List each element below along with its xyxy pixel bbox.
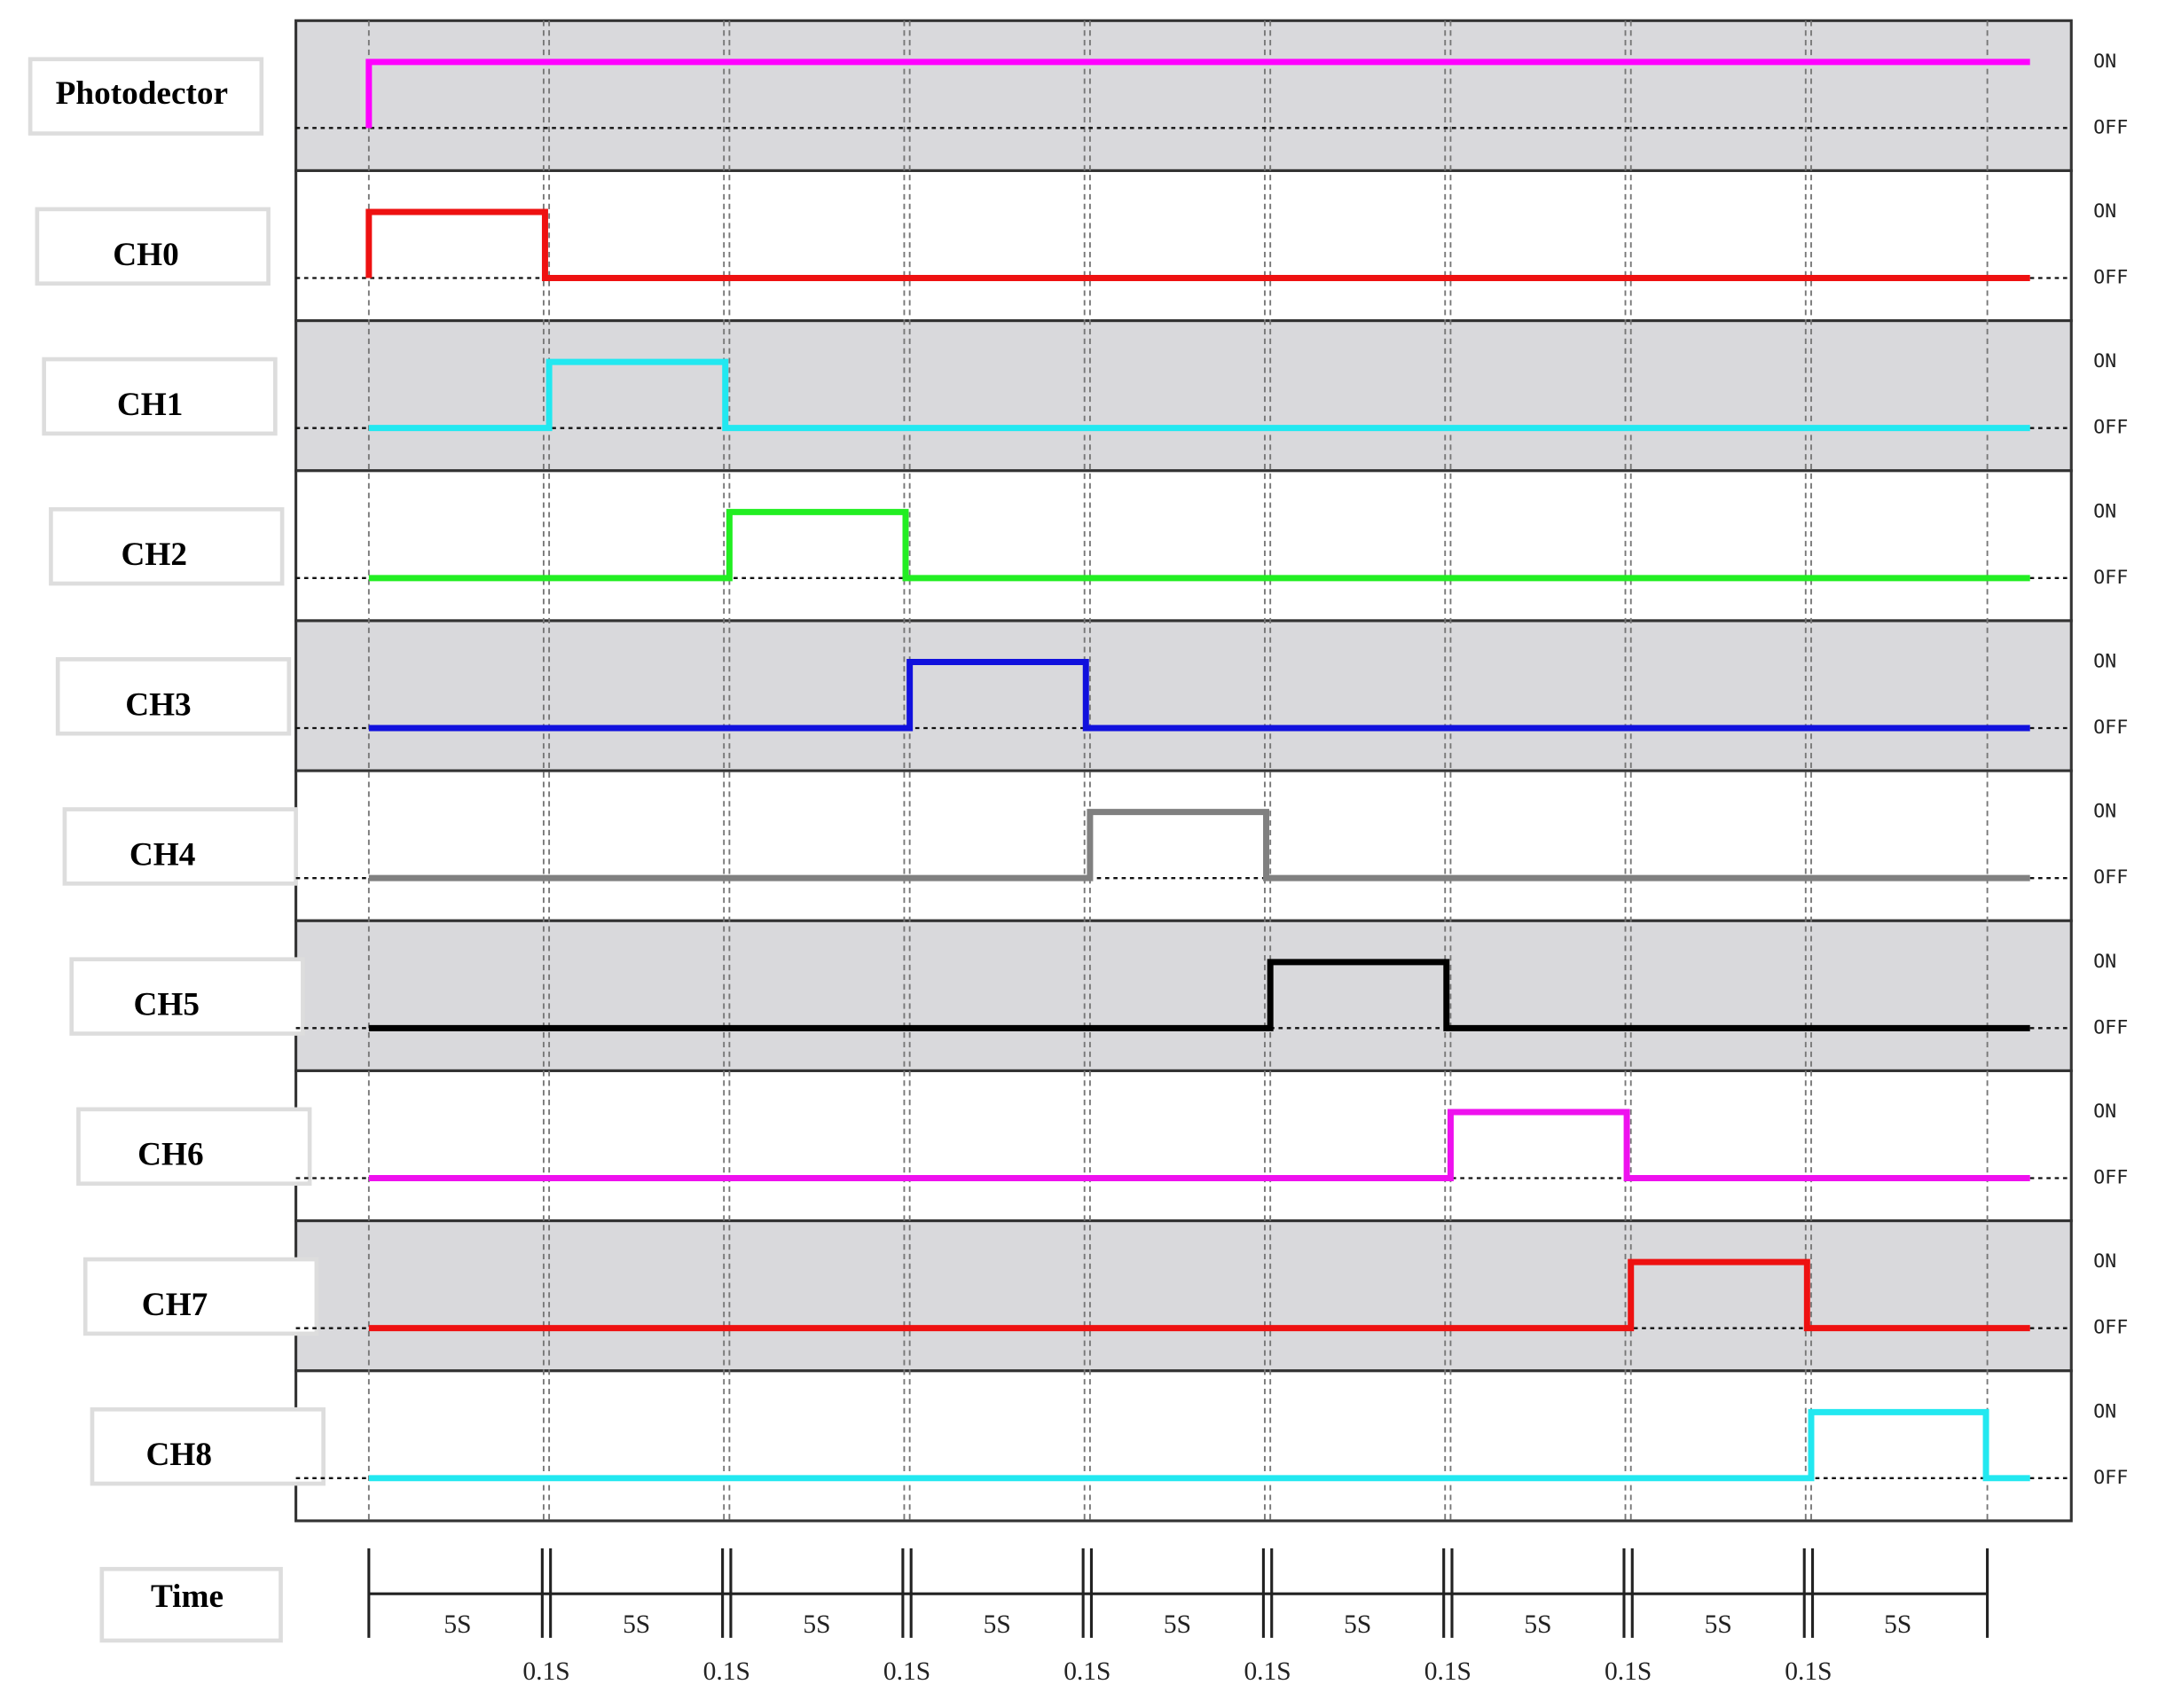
interval-label: 5S	[984, 1610, 1011, 1639]
label-box	[82, 1257, 319, 1336]
off-label: OFF	[2093, 266, 2128, 288]
interval-label: 5S	[1344, 1610, 1371, 1639]
row-label: CH8	[145, 1437, 211, 1473]
waveform	[368, 358, 2030, 432]
off-label: OFF	[2093, 866, 2128, 889]
on-label: ON	[2093, 650, 2116, 672]
label-box	[90, 1406, 326, 1486]
off-label: OFF	[2093, 1467, 2128, 1489]
off-label: OFF	[2093, 567, 2128, 589]
on-label: ON	[2093, 1101, 2116, 1123]
label-box	[76, 1107, 312, 1187]
row-label: Photodector	[56, 75, 228, 112]
on-label: ON	[2093, 500, 2116, 522]
waveform	[368, 809, 2030, 881]
row-label: CH4	[129, 836, 195, 873]
row-band	[294, 19, 2073, 172]
row-label: CH7	[142, 1287, 208, 1323]
row-band	[294, 619, 2073, 772]
on-label: ON	[2093, 200, 2116, 223]
waveform	[368, 659, 2030, 732]
label-box	[35, 207, 271, 286]
label-box	[69, 957, 305, 1036]
row-label: CH0	[113, 237, 178, 273]
row-band	[294, 1069, 2073, 1223]
interval-label: 5S	[803, 1610, 830, 1639]
label-box	[55, 657, 292, 736]
gap-label: 0.1S	[1424, 1657, 1471, 1686]
interval-label: 5S	[1884, 1610, 1911, 1639]
gap-label: 0.1S	[1605, 1657, 1652, 1686]
interval-label: 5S	[1705, 1610, 1732, 1639]
on-label: ON	[2093, 951, 2116, 973]
on-label: ON	[2093, 1400, 2116, 1422]
off-label: OFF	[2093, 1317, 2128, 1339]
label-box	[49, 506, 285, 586]
row-band	[294, 1369, 2073, 1523]
interval-label: 5S	[1164, 1610, 1191, 1639]
interval-label: 5S	[443, 1610, 471, 1639]
interval-label: 5S	[623, 1610, 650, 1639]
row-band	[294, 168, 2073, 323]
label-box	[62, 807, 298, 886]
gap-label: 0.1S	[883, 1657, 930, 1686]
label-box	[99, 1566, 283, 1643]
gap-label: 0.1S	[1244, 1657, 1291, 1686]
waveform	[368, 508, 2030, 582]
waveform	[368, 1408, 2030, 1482]
waveform	[365, 59, 2030, 129]
gap-label: 0.1S	[703, 1657, 750, 1686]
waveform	[365, 208, 2030, 281]
off-label: OFF	[2093, 1016, 2128, 1038]
row-label: CH6	[137, 1137, 203, 1173]
on-label: ON	[2093, 801, 2116, 823]
row-label: CH1	[117, 387, 183, 423]
row-label: CH5	[134, 987, 200, 1023]
interval-label: 5S	[1524, 1610, 1551, 1639]
on-label: ON	[2093, 1250, 2116, 1273]
label-box	[42, 356, 278, 436]
row-band	[294, 469, 2073, 623]
off-label: OFF	[2093, 417, 2128, 439]
waveform	[368, 1109, 2030, 1181]
time-label: Time	[151, 1579, 224, 1615]
waveform	[368, 959, 2030, 1031]
row-band	[294, 319, 2073, 473]
on-label: ON	[2093, 51, 2116, 73]
row-label: CH2	[122, 537, 187, 573]
off-label: OFF	[2093, 1166, 2128, 1188]
gap-label: 0.1S	[1063, 1657, 1110, 1686]
gap-label: 0.1S	[522, 1657, 569, 1686]
row-band	[294, 769, 2073, 922]
on-label: ON	[2093, 350, 2116, 372]
off-label: OFF	[2093, 116, 2128, 138]
waveform	[368, 1258, 2030, 1332]
row-label: CH3	[125, 686, 191, 723]
gap-label: 0.1S	[1785, 1657, 1832, 1686]
label-box	[27, 57, 264, 136]
off-label: OFF	[2093, 717, 2128, 739]
